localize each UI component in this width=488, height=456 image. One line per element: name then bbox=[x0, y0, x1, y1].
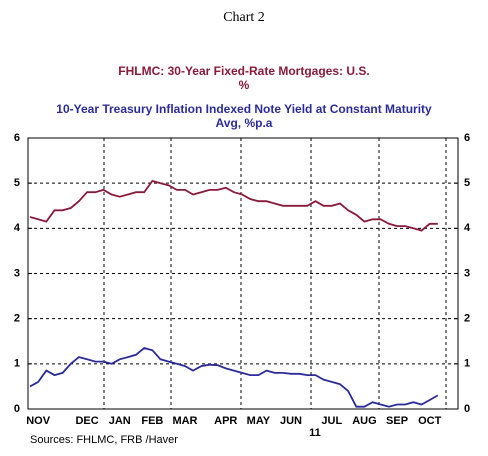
y2-tick-label: 3 bbox=[464, 267, 470, 279]
y2-tick-label: 6 bbox=[464, 132, 470, 144]
y2-tick-label: 5 bbox=[464, 177, 470, 189]
y-tick-label: 3 bbox=[14, 267, 20, 279]
y-tick-label: 0 bbox=[14, 403, 20, 415]
y-tick-label: 2 bbox=[14, 313, 20, 325]
subtitle2: 10-Year Treasury Inflation Indexed Note … bbox=[56, 102, 432, 116]
y-tick-label: 6 bbox=[14, 132, 20, 144]
source: Sources: FHLMC, FRB /Haver bbox=[30, 434, 178, 446]
chart-title: Chart 2 bbox=[223, 10, 265, 25]
y2-tick-label: 0 bbox=[464, 403, 470, 415]
year-label: 11 bbox=[309, 427, 321, 439]
x-tick-label: JAN bbox=[109, 415, 131, 427]
x-tick-label: JUL bbox=[321, 415, 342, 427]
y2-tick-label: 4 bbox=[464, 222, 471, 234]
series-line bbox=[29, 179, 438, 232]
x-tick-label: APR bbox=[214, 415, 237, 427]
series-line bbox=[29, 347, 439, 408]
subtitle-unit: % bbox=[239, 78, 250, 92]
x-tick-label: JUN bbox=[280, 415, 302, 427]
plot-frame bbox=[27, 137, 459, 410]
x-tick-label: OCT bbox=[418, 415, 442, 427]
x-tick-label: MAR bbox=[172, 415, 197, 427]
y-tick-label: 5 bbox=[14, 177, 20, 189]
x-tick-label: NOV bbox=[26, 415, 51, 427]
x-tick-label: SEP bbox=[386, 415, 408, 427]
y-tick-label: 1 bbox=[14, 358, 20, 370]
x-tick-label: FEB bbox=[141, 415, 163, 427]
x-tick-label: DEC bbox=[75, 415, 98, 427]
subtitle: FHLMC: 30-Year Fixed-Rate Mortgages: U.S… bbox=[118, 64, 369, 78]
x-tick-label: MAY bbox=[247, 415, 271, 427]
x-tick-label: AUG bbox=[352, 415, 376, 427]
y2-tick-label: 1 bbox=[464, 358, 470, 370]
subtitle2-unit: Avg, %p.a bbox=[216, 116, 273, 130]
y-tick-label: 4 bbox=[14, 222, 21, 234]
y2-tick-label: 2 bbox=[464, 313, 470, 325]
